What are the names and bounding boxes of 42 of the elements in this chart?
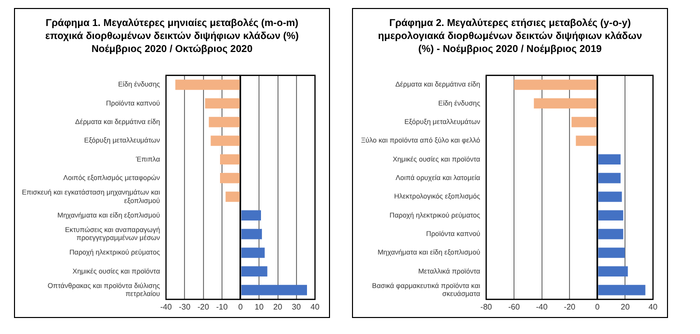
x-tick-label: -40 — [536, 302, 548, 312]
bar — [598, 248, 625, 258]
bar — [598, 284, 646, 296]
x-tick-label: 20 — [620, 302, 630, 312]
bar — [220, 172, 240, 184]
x-tick-label: 10 — [254, 302, 264, 312]
bar — [598, 228, 624, 240]
bar — [241, 248, 265, 258]
x-tick-label: 0 — [595, 302, 600, 312]
x-tick-label: 30 — [292, 302, 302, 312]
bar — [241, 210, 261, 221]
bar — [576, 136, 597, 146]
bar — [572, 116, 597, 128]
x-tick-label: -80 — [480, 302, 493, 312]
bar — [598, 172, 621, 184]
x-tick-label: 40 — [648, 302, 658, 312]
bar — [220, 154, 240, 165]
bar — [205, 98, 240, 109]
chart-title: Γράφημα 2. Μεγαλύτερες ετήσιες μεταβολές (y-o-y) ημερολογιακά διορθωμένων δεικτών διψήφιων κλάδων (%) - Νοέμβριος 2020 / Νοέμβριος 2019 — [376, 17, 644, 57]
bar — [598, 266, 628, 277]
x-tick-label: -20 — [564, 302, 576, 312]
bar — [598, 154, 621, 165]
x-tick-label: 40 — [310, 302, 320, 312]
bar — [514, 80, 597, 90]
bar — [241, 284, 307, 296]
bar — [241, 228, 262, 240]
x-tick-label: -40 — [160, 302, 172, 312]
bar — [241, 266, 268, 277]
bar — [210, 136, 240, 146]
chart-title: Γράφημα 1. Μεγαλύτερες μηνιαίες μεταβολές (m-o-m) εποχικά διορθωμένων δεικτών διψήφιων κλάδων (%) Νοέμβριος 2020 / Οκτώβριος 2020 — [44, 17, 300, 57]
x-tick-label: -60 — [508, 302, 520, 312]
bar — [175, 80, 240, 90]
bar — [598, 192, 622, 202]
x-tick-label: 0 — [238, 302, 244, 312]
x-tick-label: 20 — [273, 302, 283, 312]
bar — [226, 192, 240, 202]
x-tick-label: -10 — [216, 302, 228, 312]
bar — [208, 116, 240, 128]
bar — [534, 98, 597, 109]
x-tick-label: -30 — [178, 302, 191, 312]
x-tick-label: -20 — [197, 302, 210, 312]
bar — [598, 210, 624, 221]
